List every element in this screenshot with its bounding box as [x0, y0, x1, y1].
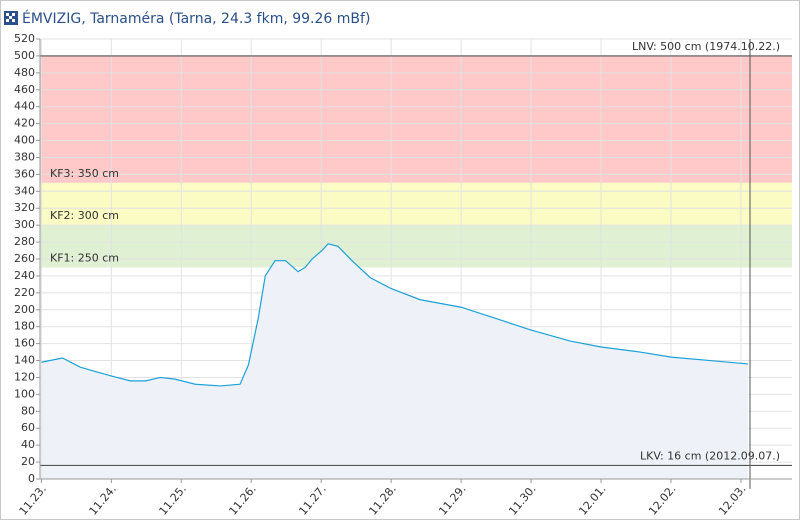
y-tick-label: 60 — [21, 421, 35, 434]
y-tick-label: 240 — [14, 269, 35, 282]
threshold-label: LNV: 500 cm (1974.10.22.) — [632, 40, 780, 53]
y-tick-label: 380 — [14, 150, 35, 163]
y-tick-label: 20 — [21, 455, 35, 468]
y-tick-label: 480 — [14, 66, 35, 79]
threshold-label: KF3: 350 cm — [50, 167, 119, 180]
plot: 0 20 40 60 80 100 120 140 160 180 200 220 240 260 280 3… — [14, 32, 792, 518]
threshold-label: KF1: 250 cm — [50, 251, 119, 264]
y-tick-label: 340 — [14, 184, 35, 197]
y-tick-label: 0 — [28, 472, 35, 485]
logo — [4, 11, 18, 25]
y-tick-label: 460 — [14, 83, 35, 96]
y-tick-label: 360 — [14, 167, 35, 180]
y-tick-label: 40 — [21, 438, 35, 451]
y-tick-label: 320 — [14, 201, 35, 214]
y-tick-label: 440 — [14, 100, 35, 113]
chart-title: ÉMVIZIG, Tarnaméra (Tarna, 24.3 fkm, 99.… — [22, 10, 370, 27]
y-tick-label: 120 — [14, 370, 35, 383]
y-tick-label: 180 — [14, 320, 35, 333]
threshold-band — [40, 55, 792, 183]
threshold-band — [40, 182, 792, 226]
y-tick-label: 400 — [14, 134, 35, 147]
y-tick-label: 220 — [14, 286, 35, 299]
y-tick-label: 80 — [21, 404, 35, 417]
threshold-band — [40, 225, 792, 268]
y-tick-label: 420 — [14, 117, 35, 130]
y-tick-label: 100 — [14, 387, 35, 400]
area — [41, 243, 748, 479]
threshold-label: LKV: 16 cm (2012.09.07.) — [640, 449, 780, 462]
threshold-label: KF2: 300 cm — [50, 209, 119, 222]
y-tick-label: 200 — [14, 303, 35, 316]
y-tick-label: 140 — [14, 354, 35, 367]
y-tick-label: 160 — [14, 337, 35, 350]
y-tick-label: 520 — [14, 32, 35, 45]
y-tick-label: 300 — [14, 218, 35, 231]
y-tick-label: 260 — [14, 252, 35, 265]
y-tick-label: 500 — [14, 49, 35, 62]
line — [41, 243, 748, 387]
y-tick-label: 280 — [14, 235, 35, 248]
